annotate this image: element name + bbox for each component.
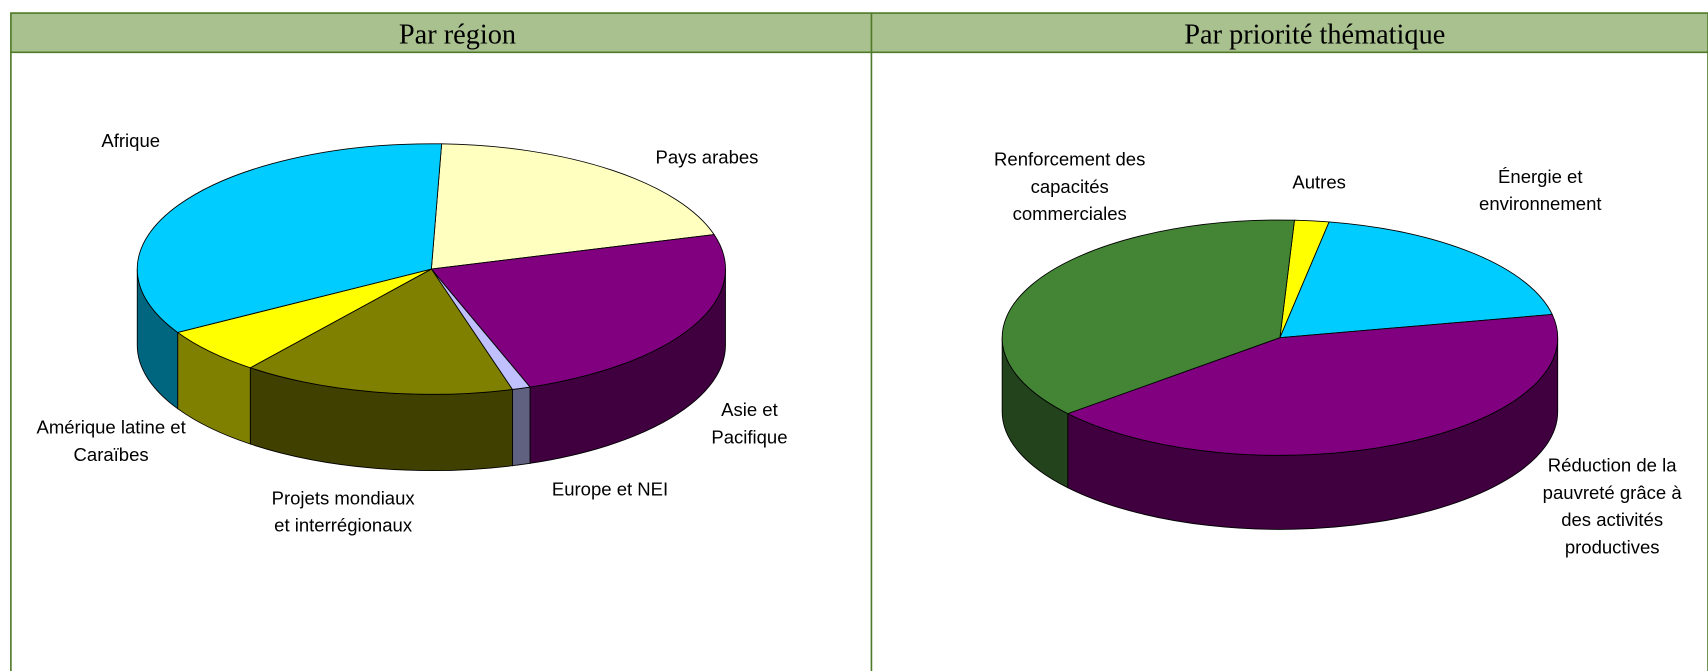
slice-top — [1001, 219, 1295, 415]
slice-label: Réduction de la pauvreté grâce à des act… — [1542, 455, 1682, 558]
chart-title: Par région — [399, 20, 516, 51]
slice-label: Pays arabes — [655, 147, 759, 168]
chart-title: Par priorité thématique — [1184, 20, 1445, 51]
slice-label: Renforcement des capacités commerciales — [994, 149, 1146, 225]
slice-label: Afrique — [101, 130, 161, 152]
slice-top — [249, 268, 514, 395]
pie-slice — [430, 143, 715, 270]
pie-slice — [136, 143, 443, 410]
frame — [10, 12, 1708, 671]
slice-top — [136, 143, 443, 333]
slice-label: Asie et Pacifique — [711, 399, 788, 448]
slice-top — [1066, 313, 1559, 456]
slice-label: Projets mondiaux et interrégionaux — [271, 488, 415, 536]
slice-label: Énergie et environnement — [1479, 166, 1602, 215]
slice-side — [511, 386, 531, 467]
pie-slice — [1279, 221, 1553, 339]
slice-label: Amérique latine et Caraïbes — [36, 417, 186, 466]
slice-label: Autres — [1292, 172, 1346, 193]
header-band — [10, 13, 1708, 53]
pie-slice — [1001, 219, 1295, 489]
slice-top — [430, 143, 715, 270]
slice-label: Europe et NEI — [551, 479, 669, 500]
slice-top — [430, 234, 726, 388]
slice-top — [1279, 221, 1553, 339]
pie-slice — [249, 268, 514, 472]
